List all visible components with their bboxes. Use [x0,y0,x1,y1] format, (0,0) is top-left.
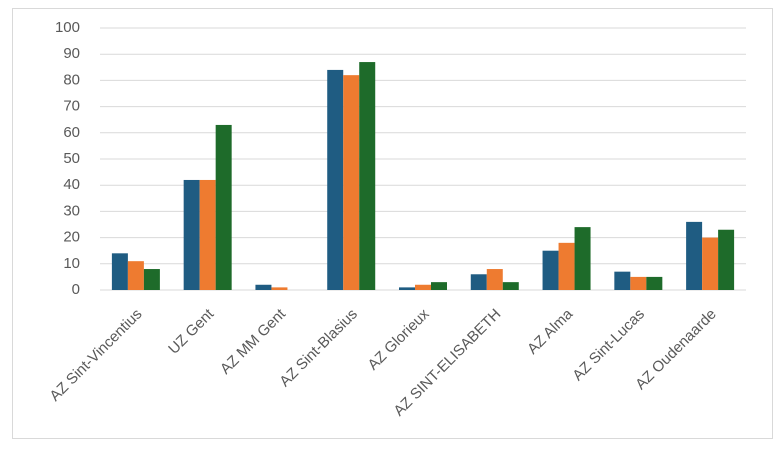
bar [327,69,344,290]
y-tick-label: 80 [63,71,80,88]
bar [558,242,575,290]
y-tick-label: 100 [55,19,80,36]
bar [502,282,519,290]
y-tick-label: 0 [72,281,80,298]
y-tick-label: 40 [63,176,80,193]
y-tick-label: 20 [63,229,80,246]
y-tick-label: 10 [63,255,80,272]
bar [415,284,431,290]
y-tick-label: 30 [63,202,80,219]
bar [574,227,591,290]
y-tick-label: 50 [63,150,80,167]
bar [111,253,128,290]
bar [399,287,415,290]
y-tick-label: 60 [63,124,80,141]
y-tick-label: 90 [63,45,80,62]
bar [271,287,288,290]
bar [630,276,647,290]
bar [127,261,144,290]
bar [646,276,663,290]
bar [542,250,559,290]
y-tick-label: 70 [63,98,80,115]
bar [183,179,200,290]
bar [215,124,232,290]
bar [143,269,160,290]
bar [686,221,703,290]
bar [359,62,376,291]
bar [702,237,719,290]
bar [343,75,360,290]
bar [199,179,216,290]
bar [431,282,447,290]
bar [470,274,487,290]
bar [486,269,503,290]
bar [255,284,272,290]
bar [718,229,735,290]
bar [614,271,631,290]
